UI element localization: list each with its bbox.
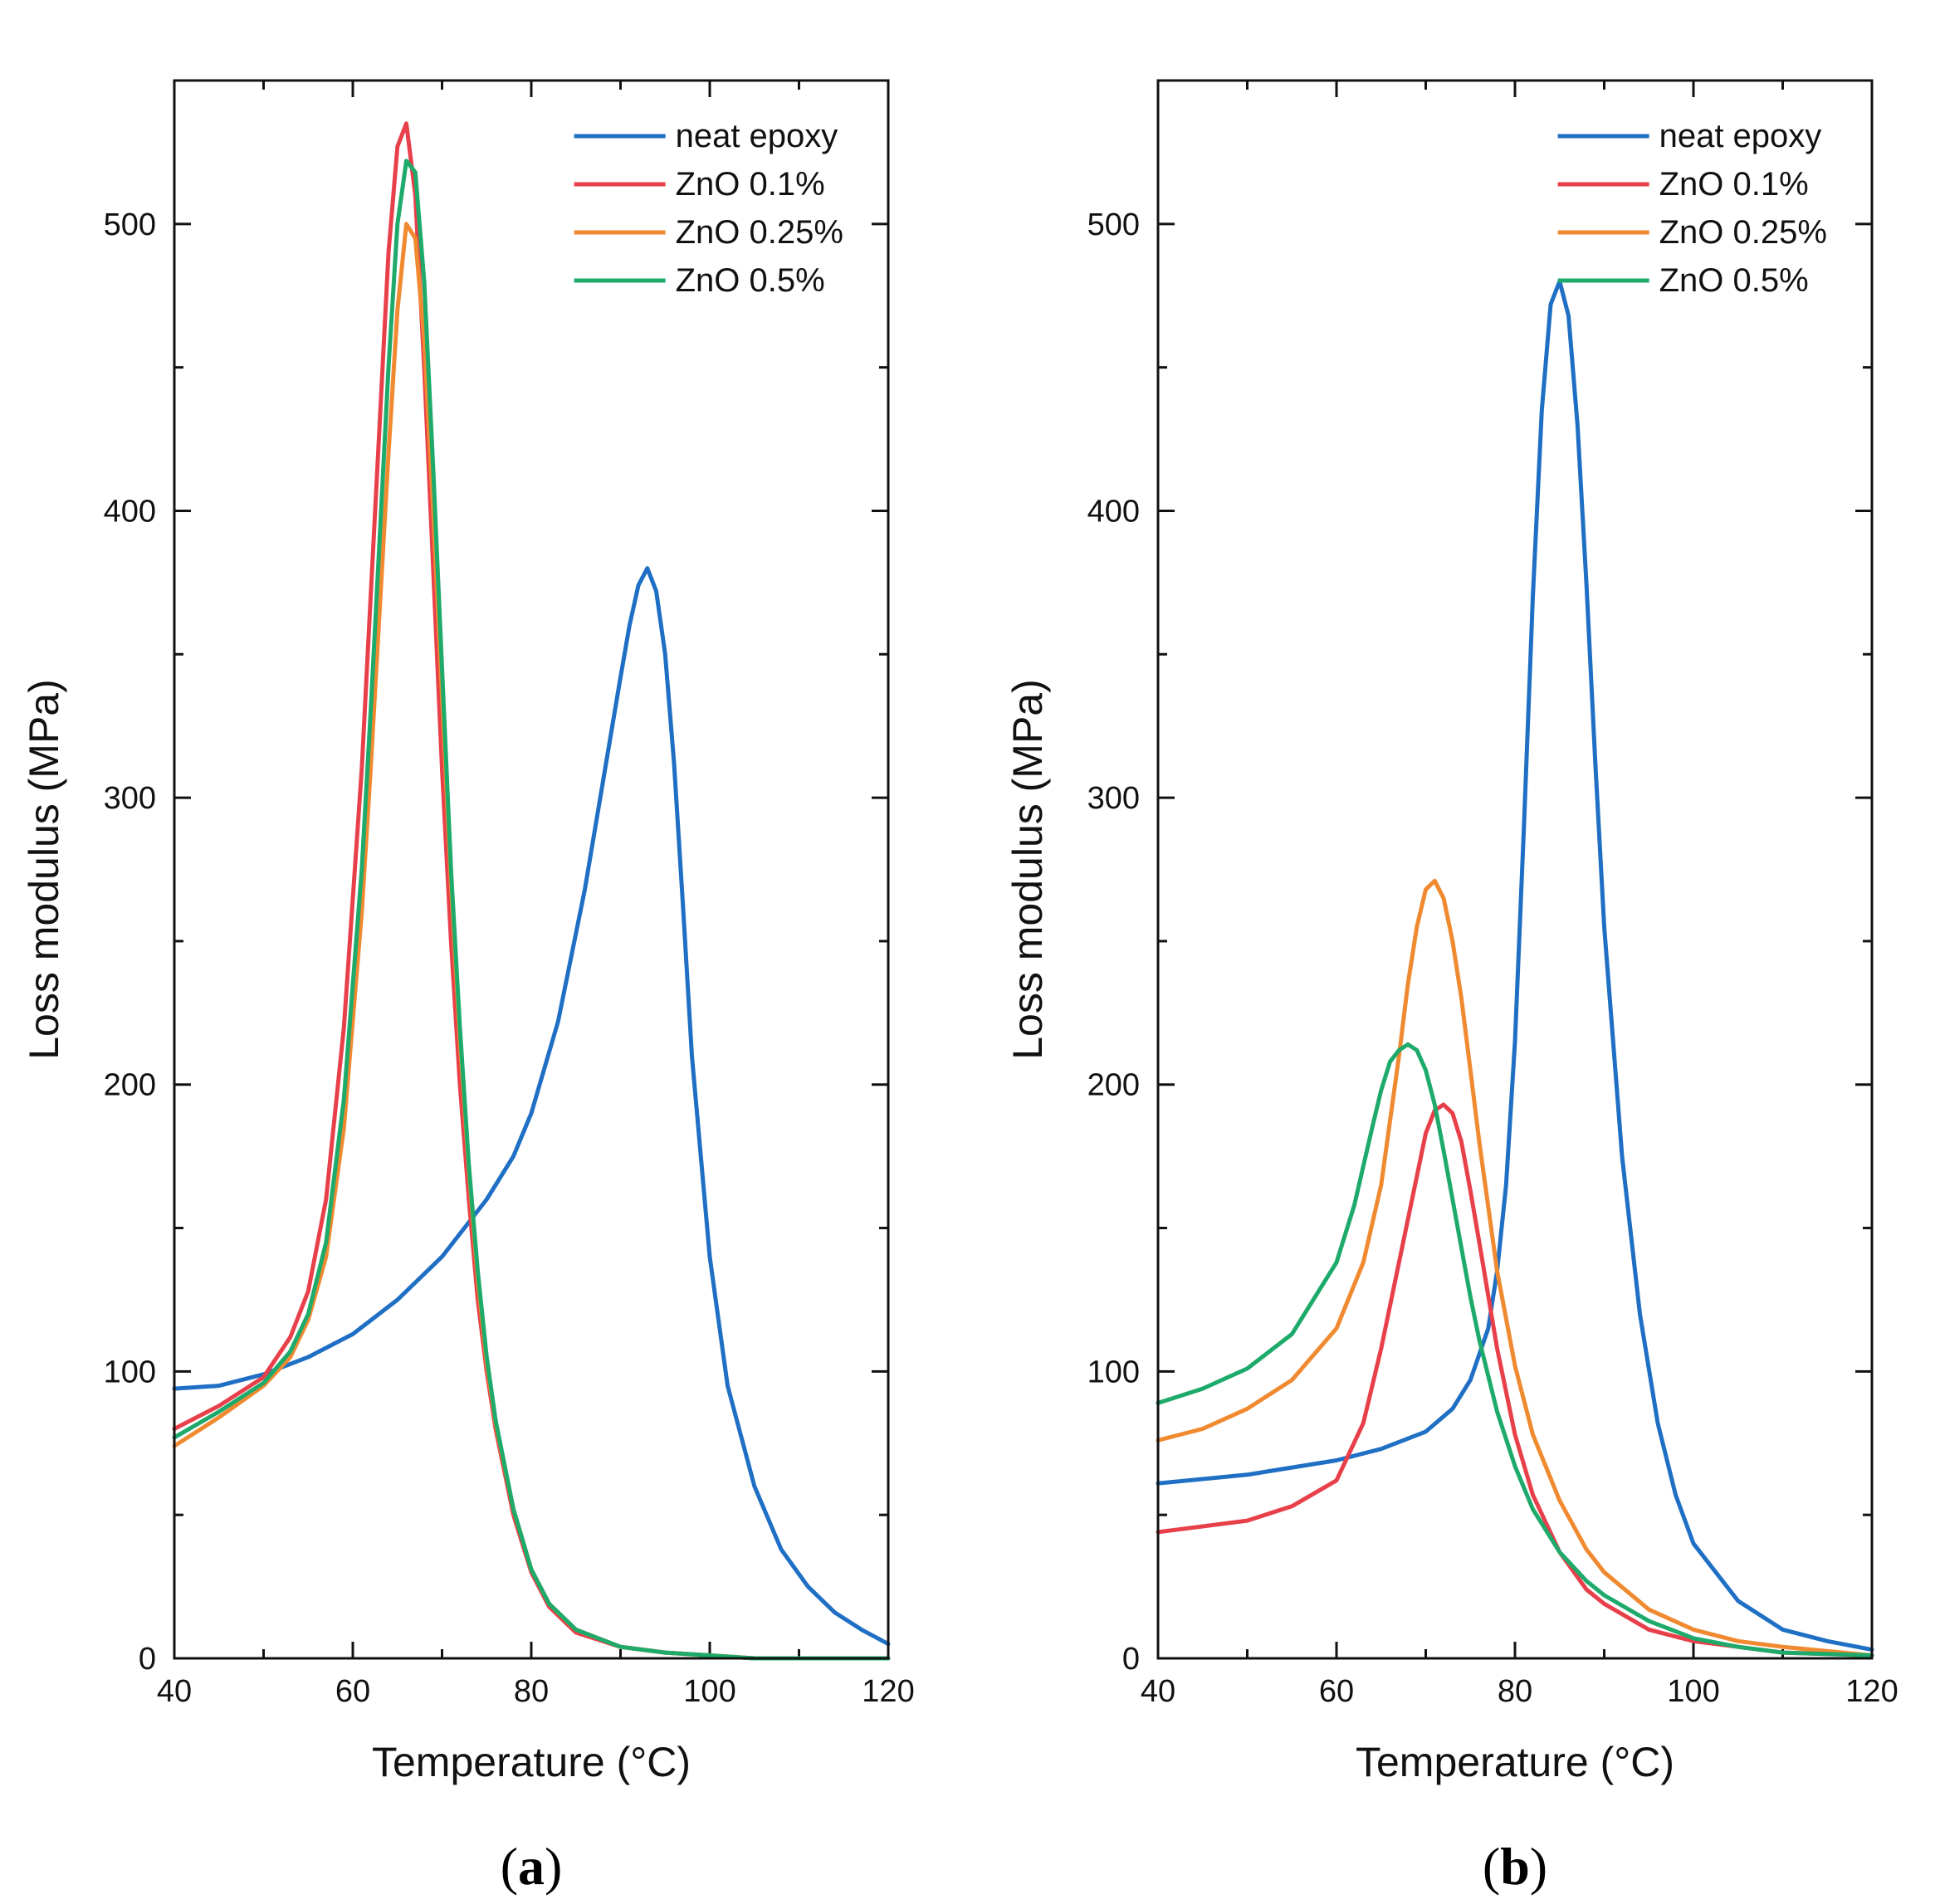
y-tick-label: 0 bbox=[139, 1642, 156, 1677]
legend-label: ZnO 0.1% bbox=[1659, 166, 1809, 203]
y-tick-label: 400 bbox=[104, 494, 156, 529]
x-tick-label: 80 bbox=[1498, 1674, 1532, 1709]
legend-label: ZnO 0.25% bbox=[1659, 214, 1827, 251]
legend-label: neat epoxy bbox=[676, 118, 838, 154]
panel-letter-b: b bbox=[1500, 1837, 1530, 1896]
legend: neat epoxy ZnO 0.1% ZnO 0.25% ZnO 0.5% bbox=[574, 118, 843, 299]
series-layer bbox=[1156, 279, 1874, 1657]
x-axis-title: Temperature (°C) bbox=[1356, 1739, 1674, 1785]
legend-label: neat epoxy bbox=[1659, 118, 1822, 154]
y-tick-label: 500 bbox=[104, 207, 156, 242]
series-line-neat-epoxy bbox=[172, 566, 891, 1647]
panel-label-b: (b) bbox=[1483, 1837, 1547, 1896]
tick-labels: 40 60 80 100 120 0 100 200 300 400 500 bbox=[104, 207, 915, 1709]
plot-frame bbox=[1156, 79, 1874, 1660]
y-tick-label: 500 bbox=[1087, 207, 1140, 242]
x-tick-label: 120 bbox=[1845, 1674, 1898, 1709]
series-layer bbox=[172, 121, 891, 1661]
y-tick-label: 100 bbox=[104, 1355, 156, 1389]
series-line-zno-0-5- bbox=[1156, 1042, 1874, 1657]
x-tick-label: 80 bbox=[514, 1674, 549, 1709]
y-tick-label: 200 bbox=[1087, 1068, 1140, 1103]
x-tick-label: 100 bbox=[1667, 1674, 1719, 1709]
x-axis-title: Temperature (°C) bbox=[372, 1739, 691, 1785]
series-line-zno-0-25- bbox=[1156, 878, 1874, 1657]
legend-label: ZnO 0.25% bbox=[676, 214, 843, 251]
y-tick-label: 300 bbox=[104, 781, 156, 816]
x-tick-label: 40 bbox=[1141, 1674, 1175, 1709]
plot-frame bbox=[173, 79, 890, 1660]
chart-panel-b: 40 60 80 100 120 0 100 200 300 400 500 Temperature… bbox=[1004, 79, 1898, 1896]
legend-label: ZnO 0.1% bbox=[676, 166, 825, 203]
x-tick-label: 100 bbox=[683, 1674, 735, 1709]
x-tick-label: 60 bbox=[335, 1674, 370, 1709]
y-axis-title: Loss modulus (MPa) bbox=[1004, 679, 1051, 1060]
series-line-neat-epoxy bbox=[1156, 279, 1874, 1653]
legend: neat epoxy ZnO 0.1% ZnO 0.25% ZnO 0.5% bbox=[1557, 118, 1827, 299]
y-tick-label: 100 bbox=[1087, 1355, 1140, 1389]
y-tick-label: 0 bbox=[1122, 1642, 1140, 1677]
x-tick-label: 40 bbox=[157, 1674, 192, 1709]
y-tick-label: 200 bbox=[104, 1068, 156, 1103]
y-tick-label: 400 bbox=[1087, 494, 1140, 529]
x-tick-label: 120 bbox=[862, 1674, 914, 1709]
y-tick-label: 300 bbox=[1087, 781, 1140, 816]
legend-label: ZnO 0.5% bbox=[676, 262, 825, 299]
tick-labels: 40 60 80 100 120 0 100 200 300 400 500 bbox=[1087, 207, 1898, 1709]
y-axis-title: Loss modulus (MPa) bbox=[21, 679, 67, 1060]
series-line-zno-0-5- bbox=[172, 159, 891, 1661]
series-line-zno-0-1- bbox=[1156, 1102, 1874, 1657]
legend-label: ZnO 0.5% bbox=[1659, 262, 1809, 299]
chart-panel-a: 40 60 80 100 120 0 100 200 300 400 500 Temperature… bbox=[21, 79, 915, 1896]
x-tick-label: 60 bbox=[1319, 1674, 1354, 1709]
panel-label-a: (a) bbox=[501, 1837, 563, 1896]
panel-letter-a: a bbox=[518, 1837, 545, 1896]
